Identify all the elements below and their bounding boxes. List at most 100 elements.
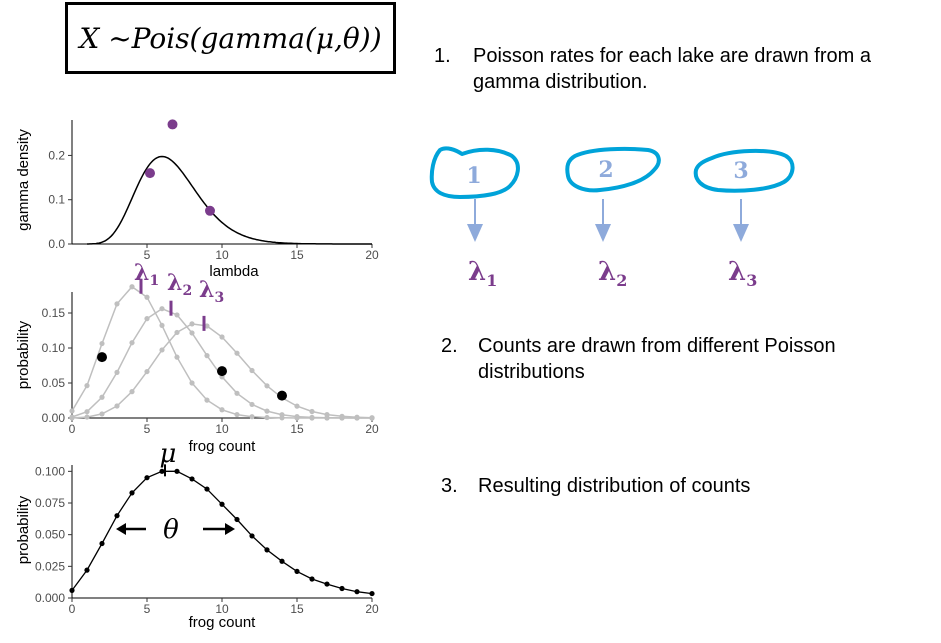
theta-left-arrow-icon [116,523,126,535]
chart3-ytick-label-3: 0.075 [35,496,65,510]
chart2-series-3-point [144,368,150,375]
chart2-series-1-point [69,408,75,414]
chart1-ylabel: gamma density [15,129,32,231]
chart1-xtick-label-2: 15 [290,248,304,262]
chart2-series-2-point [234,390,240,396]
chart2-xtick-label-1: 5 [144,422,151,436]
chart1-point-2-label: λ2 [167,270,192,299]
chart2-series-1-point [144,294,150,300]
chart2-series-3-point [189,321,195,327]
chart1-xtick-label-0: 5 [144,248,151,262]
lake-2: 2 [565,146,661,193]
step-1-line1: Poisson rates for each lake are drawn fr… [473,45,871,67]
chart2-series-3-point [294,403,300,409]
formula-box: X ~Pois(gamma(μ,θ)) [65,2,396,74]
chart2-series-2-point [129,340,135,346]
chart3-point [129,490,135,496]
chart3-ytick-label-2: 0.050 [35,528,65,542]
chart1-ytick-label-1: 0.1 [48,193,65,207]
chart2-series-3-point [114,403,120,409]
chart1-xlabel: lambda [209,263,259,280]
chart2-series-1-point [174,354,180,360]
chart1-ytick-label-2: 0.2 [48,148,65,162]
chart1-point-1-symbol: λ [134,260,149,286]
chart2-series-3-point [339,413,345,419]
chart2-series-3-point [354,414,360,420]
chart2-ytick-label-0: 0.00 [42,411,66,425]
chart2-xlabel: frog count [189,438,257,455]
chart3-ytick-label-0: 0.000 [35,591,65,605]
chart3-ytick-label-1: 0.025 [35,559,65,573]
step-3-number: 3. [441,475,458,497]
chart2-series-3-point [159,347,165,353]
chart3-point [324,581,330,587]
lake-1-outline [429,146,520,199]
chart3-xlabel: frog count [189,614,257,631]
chart3-ytick-label-4: 0.100 [35,464,65,478]
chart3-point [204,486,210,492]
chart3-xtick-label-3: 15 [290,602,304,616]
chart1-xtick-label-3: 20 [365,248,379,262]
chart2-series-3-point [249,367,255,374]
chart3-point [189,476,195,482]
chart2-ytick-label-2: 0.10 [42,341,66,355]
chart2-series-1-point [204,397,210,403]
chart2-series-2-point [99,394,105,400]
chart2-series-3-point [309,408,315,415]
chart2-series-3-point [99,411,105,417]
chart2-xtick-label-0: 0 [69,422,76,436]
chart3-xtick-label-1: 5 [144,602,151,616]
chart2-series-3-point [369,415,375,421]
step-1-number: 1. [434,45,451,67]
lake-1-lambda-sub: 1 [486,271,497,290]
chart2-series-2-point [159,306,165,312]
chart1-point-1-sub: 1 [149,273,159,289]
chart3-xtick-label-4: 20 [365,602,379,616]
theta-label: θ [163,515,179,545]
chart3-point [69,587,75,594]
chart3-point [279,558,285,564]
chart2-series-2-point [114,369,120,375]
chart3-point [369,590,375,597]
step-3-line1: Resulting distribution of counts [478,475,751,497]
chart2-series-1-point [234,411,240,418]
lake-1: 1 [429,146,520,199]
chart2-series-2-point [189,330,195,336]
chart2-series-1-point [114,301,120,307]
chart2-series-3-point [324,412,330,418]
chart3-point [219,501,225,507]
chart1-point-3-sub: 3 [214,290,224,306]
step-2: 2. Counts are drawn from different Poiss… [441,333,921,385]
chart2-xtick-label-2: 10 [215,422,229,436]
chart2-highlight-point-3 [277,390,287,401]
chart2-series-1-point [249,414,255,420]
chart1-ytick-label-0: 0.0 [48,237,65,251]
lake-3-lambda-label: λ3 [728,257,757,290]
lake-1-number: 1 [466,163,481,189]
chart3-distribution-line [71,470,373,595]
chart2-highlight-point-2 [217,366,227,377]
chart3-point [174,468,180,474]
lake-3-outline [693,148,795,193]
chart2-series-1-point [219,407,225,413]
chart2-series-2-point [294,413,300,420]
chart1-point-2-sub: 2 [182,283,192,299]
chart2-series-1-point [264,414,270,421]
chart2-series-3-point [234,350,240,356]
lake-2-lambda-symbol: λ [598,257,616,287]
chart2-series-1-point [159,322,165,329]
chart1-point-3-symbol: λ [199,277,214,303]
chart3-point [354,589,360,595]
chart3-point [309,576,315,582]
chart2-series-1-point [129,284,135,290]
chart1-xtick-label-1: 10 [215,248,229,262]
chart2-series-3-point [129,389,135,395]
lake-3-number: 3 [733,158,748,184]
chart1-point-1-label: λ1 [134,260,159,289]
chart2-series-3-point [174,329,180,336]
chart2-series-2-point [144,316,150,322]
chart3-point [114,513,120,519]
resulting-distribution-chart: frog count probability μ θ 0 5 10 15 20 0.000… [15,439,379,631]
chart3-point [99,540,105,547]
